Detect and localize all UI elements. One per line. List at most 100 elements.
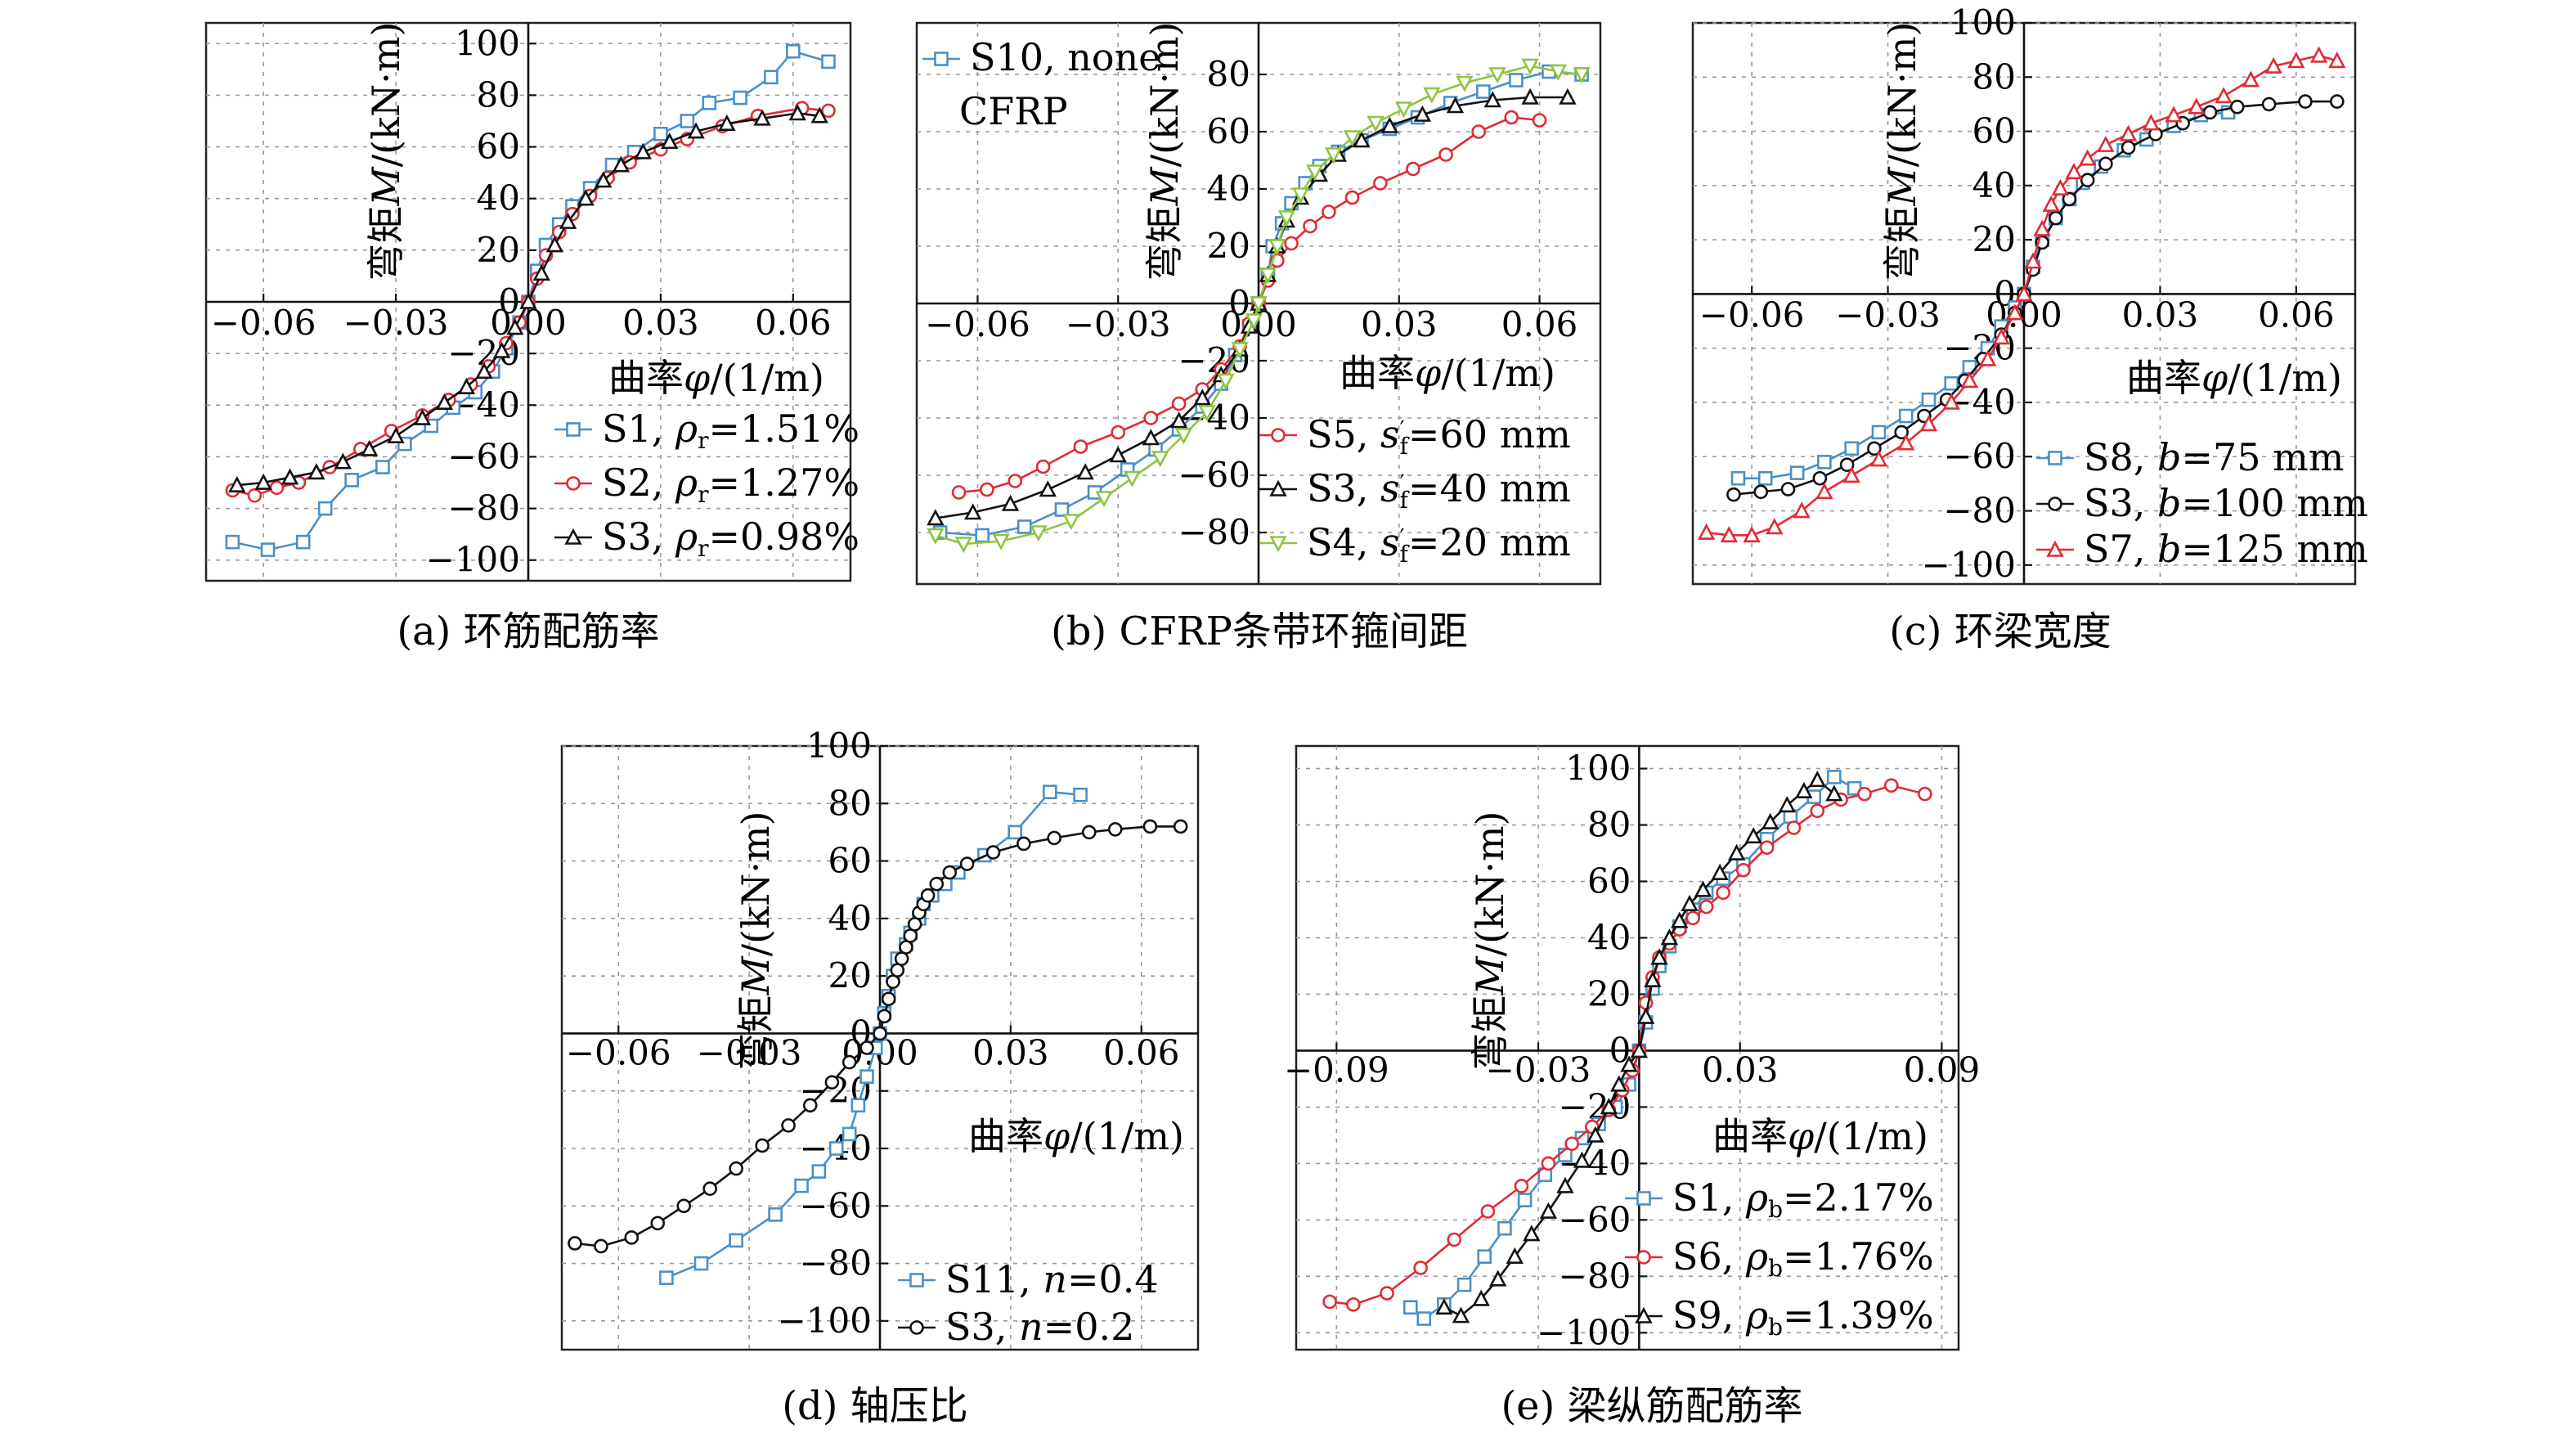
data-point (2042, 195, 2060, 212)
x-tick-label: −0.06 (566, 1032, 671, 1072)
legend-label: S1, ρr=1.51% (602, 407, 859, 454)
x-axis-label: 曲率φ/(1/m) (1340, 351, 1555, 395)
data-point (1780, 482, 1796, 497)
data-point (810, 106, 828, 124)
data-point (2051, 178, 2070, 195)
data-point (781, 1118, 796, 1133)
y-tick-label: 60 (1587, 861, 1631, 901)
x-axis-label: 曲率φ/(1/m) (968, 1114, 1184, 1158)
data-point (702, 96, 717, 110)
legend-entry: S1, ρb=2.17% (1625, 1175, 1934, 1223)
data-point (1373, 176, 1388, 191)
data-point (1766, 518, 1784, 535)
data-point (1600, 1098, 1618, 1115)
legend-label: S2, ρr=1.27% (602, 461, 859, 508)
data-point (802, 1098, 818, 1113)
data-point (2015, 285, 2033, 302)
legend-marker (2048, 497, 2062, 511)
y-tick-label: 100 (1565, 748, 1631, 789)
data-point (1438, 147, 1453, 162)
data-point (1556, 1176, 1574, 1193)
data-point (1759, 840, 1775, 855)
data-point (435, 393, 454, 410)
data-point (1744, 827, 1762, 844)
data-point (344, 473, 359, 488)
data-point (519, 292, 537, 309)
data-point (1730, 470, 1746, 486)
panel-e: −0.09 −0.03 0.03 0.09−100−80−60−40−20020406… (1284, 744, 1980, 1352)
y-tick-label: 80 (1207, 54, 1250, 94)
data-point (1506, 1247, 1524, 1264)
data-point (1844, 441, 1859, 456)
data-point (280, 468, 299, 485)
data-point (1944, 375, 1959, 391)
data-point (1073, 787, 1088, 802)
legend-label: S3, b=100 mm (2084, 481, 2368, 525)
data-point (1073, 439, 1088, 454)
data-point (661, 132, 679, 150)
y-tick-label: 60 (1972, 111, 2016, 151)
data-point (1081, 825, 1097, 840)
legend-label: S4, s′ f=20 mm (1307, 520, 1571, 568)
caption-b: (b) CFRP条带环箍间距 (1051, 609, 1468, 654)
data-point (992, 533, 1010, 550)
data-point (1413, 105, 1432, 122)
data-point (811, 1164, 827, 1179)
data-point (1047, 830, 1061, 846)
data-point (2079, 149, 2097, 166)
legend-label: S7, b=125 mm (2084, 527, 2368, 571)
y-tick-label: 20 (828, 955, 872, 995)
data-point (1483, 91, 1501, 108)
data-point (1514, 1179, 1529, 1193)
data-point (1610, 1075, 1628, 1092)
y-tick-label: 20 (1972, 219, 2016, 259)
data-point (269, 480, 285, 496)
x-tick-label: −0.09 (1284, 1049, 1389, 1090)
series-s7 (1697, 46, 2346, 543)
data-point (1898, 408, 1914, 424)
series-s9 (1435, 771, 1843, 1323)
data-point (1231, 342, 1249, 359)
data-point (1573, 1151, 1591, 1168)
data-point (413, 408, 432, 425)
data-point (650, 1216, 666, 1231)
data-point (1095, 491, 1113, 508)
y-tick-label: −80 (1559, 1256, 1631, 1296)
data-point (768, 1207, 783, 1222)
y-tick-label: 100 (806, 726, 872, 766)
data-point (307, 463, 325, 480)
legend-marker (909, 1320, 924, 1335)
data-point (1660, 928, 1679, 946)
x-tick-label: 0.03 (2122, 294, 2199, 335)
legend-entry: S6, ρb=1.76% (1625, 1234, 1934, 1282)
data-point (568, 1236, 582, 1251)
data-point (1245, 313, 1263, 330)
data-point (1173, 819, 1188, 834)
data-point (1793, 501, 1811, 519)
series-line (1733, 100, 2337, 496)
data-point (873, 1026, 887, 1041)
data-point (1346, 1297, 1361, 1312)
y-axis-label: 弯矩M/(kN·m) (1142, 22, 1187, 281)
y-tick-label: 100 (455, 23, 520, 63)
data-point (1810, 803, 1825, 819)
data-point (1825, 784, 1843, 802)
data-point (821, 103, 836, 119)
data-point (2120, 140, 2136, 155)
data-point (1808, 771, 1826, 788)
y-tick-label: −60 (447, 436, 520, 476)
data-point (1743, 526, 1761, 543)
data-point (2229, 99, 2245, 115)
data-point (1620, 1055, 1638, 1072)
data-point (2142, 114, 2161, 131)
data-point (859, 1069, 874, 1084)
data-point (1812, 470, 1828, 486)
data-point (1919, 415, 1938, 432)
data-point (954, 537, 972, 554)
data-point (1111, 425, 1126, 440)
data-point (1960, 371, 1979, 389)
data-point (2328, 52, 2346, 69)
data-point (1303, 218, 1317, 234)
data-point (532, 263, 550, 281)
data-point (841, 1126, 857, 1142)
